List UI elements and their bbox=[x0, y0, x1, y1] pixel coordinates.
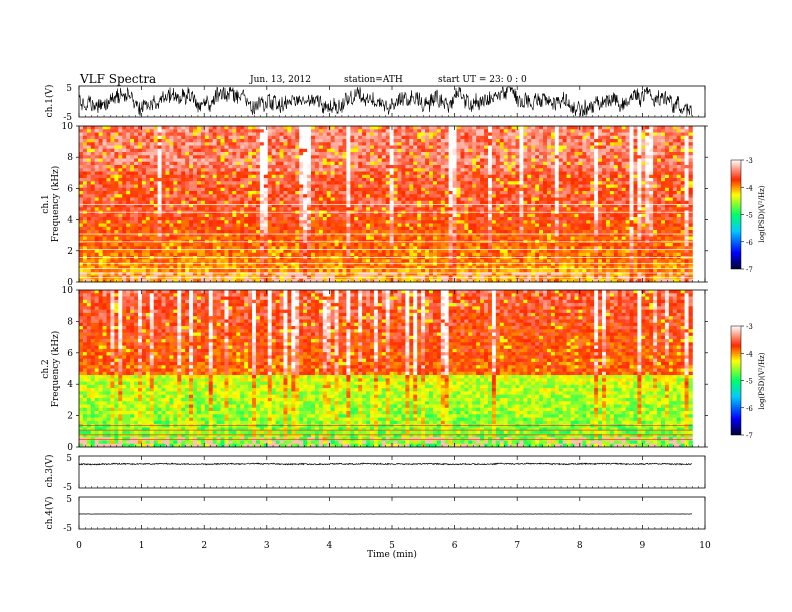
time-tick-label: 6 bbox=[452, 541, 458, 551]
date-label: Jun. 13, 2012 bbox=[250, 75, 312, 85]
ch4-waveform-ylabel: ch.4(V) bbox=[44, 497, 55, 530]
time-tick-label: 1 bbox=[139, 541, 145, 551]
time-tick-label: 2 bbox=[201, 541, 207, 551]
colorbar-tick-label: -3 bbox=[746, 157, 753, 165]
ch4-ytick-bottom: -5 bbox=[63, 524, 72, 534]
colorbar-tick-label: -5 bbox=[746, 378, 753, 386]
ch1-ytick-top: 5 bbox=[66, 84, 72, 94]
time-tick-label: 8 bbox=[577, 541, 583, 551]
colorbar-tick-label: -6 bbox=[746, 405, 753, 413]
frequency-tick-label: 6 bbox=[67, 349, 73, 359]
frequency-tick-label: 4 bbox=[67, 380, 73, 390]
ch3-waveform-frame bbox=[78, 455, 706, 489]
colorbar-tick-label: -7 bbox=[746, 432, 753, 440]
frequency-tick-label: 8 bbox=[67, 317, 73, 327]
frequency-tick-label: 8 bbox=[67, 153, 73, 163]
colorbar-tick-label: -7 bbox=[746, 266, 753, 274]
ch1-colorbar-label: log(PSD)(V²/Hz) bbox=[758, 185, 766, 242]
ch1-spectrogram-image bbox=[79, 126, 693, 283]
ch4-ytick-top: 5 bbox=[66, 495, 72, 505]
frequency-tick-label: 0 bbox=[67, 443, 73, 453]
colorbar-tick-label: -5 bbox=[746, 212, 753, 220]
frequency-tick-label: 10 bbox=[62, 122, 74, 132]
ch2-colorbar bbox=[730, 325, 742, 436]
ch2-spectrogram-image bbox=[79, 290, 693, 448]
ch1-waveform-ylabel: ch.1(V) bbox=[44, 85, 55, 118]
time-tick-label: 10 bbox=[699, 541, 711, 551]
colorbar-tick-label: -4 bbox=[746, 184, 753, 192]
time-tick-label: 5 bbox=[389, 541, 395, 551]
ch2-frequency-label: Frequency (kHz) bbox=[50, 331, 61, 408]
ch3-waveform-series bbox=[78, 462, 692, 466]
ch2-channel-label: ch.2 bbox=[41, 359, 51, 378]
time-tick-label: 9 bbox=[640, 541, 646, 551]
ch1-frequency-ticks: 0 2 4 6 8 10 bbox=[62, 122, 708, 288]
colorbar-tick-label: -4 bbox=[746, 350, 753, 358]
time-tick-label: 0 bbox=[76, 541, 82, 551]
time-axis: 0 1 2 3 4 5 6 7 8 9 10 bbox=[76, 86, 711, 551]
time-tick-label: 4 bbox=[327, 541, 333, 551]
ch3-ytick-top: 5 bbox=[66, 454, 72, 464]
ch1-waveform-series bbox=[78, 86, 693, 117]
ch3-ytick-bottom: -5 bbox=[63, 483, 72, 493]
start-time-label: start UT = 23: 0 : 0 bbox=[438, 75, 527, 85]
ch1-ytick-bottom: -5 bbox=[63, 113, 72, 123]
station-label: station=ATH bbox=[344, 75, 403, 85]
frequency-tick-label: 0 bbox=[67, 278, 73, 288]
frequency-tick-label: 2 bbox=[67, 247, 73, 257]
ch1-waveform-panel: 5 -5 ch.1(V) bbox=[44, 84, 706, 123]
ch4-waveform-frame bbox=[78, 496, 706, 530]
ch1-colorbar-ticks: -3 -4 -5 -6 -7 bbox=[741, 157, 753, 274]
colorbar-tick-label: -6 bbox=[746, 239, 753, 247]
ch2-colorbar-ticks: -3 -4 -5 -6 -7 bbox=[741, 323, 753, 440]
ch4-waveform-panel: 5 -5 ch.4(V) bbox=[44, 495, 706, 534]
time-axis-label: Time (min) bbox=[367, 549, 417, 560]
ch1-colorbar bbox=[730, 159, 742, 270]
ch1-channel-label: ch.1 bbox=[41, 194, 51, 213]
ch2-frequency-ticks: 0 2 4 6 8 10 bbox=[62, 286, 708, 453]
time-tick-label: 7 bbox=[514, 541, 520, 551]
frequency-tick-label: 2 bbox=[67, 412, 73, 422]
colorbar-tick-label: -3 bbox=[746, 323, 753, 331]
ch3-waveform-panel: 5 -5 ch.3(V) bbox=[44, 454, 706, 493]
ch3-waveform-ylabel: ch.3(V) bbox=[44, 455, 55, 488]
ch2-colorbar-label: log(PSD)(V²/Hz) bbox=[758, 352, 766, 409]
chart-title: VLF Spectra bbox=[80, 72, 157, 86]
frequency-tick-label: 6 bbox=[67, 184, 73, 194]
time-tick-label: 3 bbox=[264, 541, 270, 551]
frequency-tick-label: 4 bbox=[67, 216, 73, 226]
frequency-tick-label: 10 bbox=[62, 286, 74, 296]
ch1-frequency-label: Frequency (kHz) bbox=[50, 166, 61, 243]
